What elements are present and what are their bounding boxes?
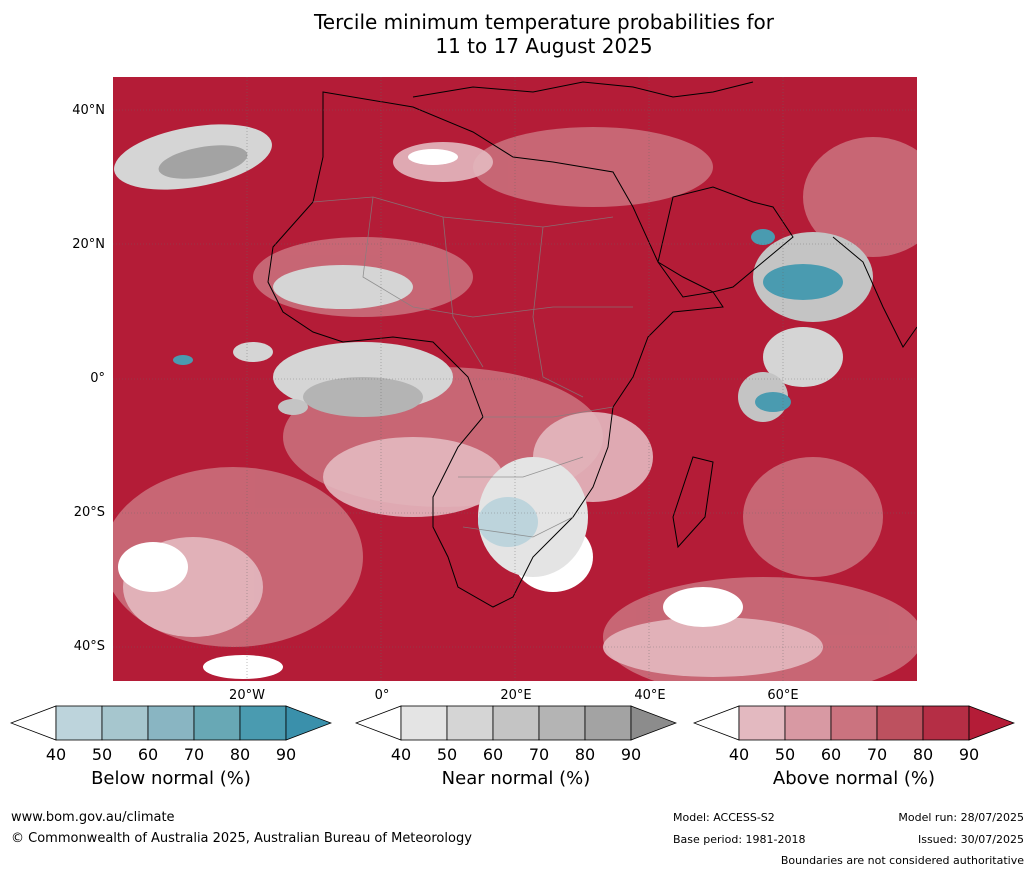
copyright-text: © Commonwealth of Australia 2025, Austra… (11, 831, 472, 846)
website-link[interactable]: www.bom.gov.au/climate (11, 810, 175, 825)
below-normal-colorbar-segment (239, 705, 287, 741)
near-normal-colorbar-under-arrow (355, 705, 402, 741)
above-normal-colorbar-segment (738, 705, 786, 741)
below-normal-colorbar-tick: 40 (45, 745, 67, 764)
above-normal-colorbar-tick: 80 (912, 745, 934, 764)
lat-label-0: 0° (90, 371, 105, 386)
below-normal-colorbar-segment (193, 705, 241, 741)
lat-label-40s: 40°S (73, 639, 105, 654)
above-normal-colorbar-tick: 40 (728, 745, 750, 764)
lon-label-20e: 20°E (500, 688, 532, 703)
below-normal-colorbar-tick: 90 (275, 745, 297, 764)
model-name: Model: ACCESS-S2 (673, 811, 775, 824)
lon-label-20w: 20°W (229, 688, 265, 703)
below-normal-colorbar-segment (147, 705, 195, 741)
below-normal-colorbar-segment (55, 705, 103, 741)
near-normal-colorbar-segment (492, 705, 540, 741)
near-normal-colorbar-segment (538, 705, 586, 741)
near-normal-colorbar-tick: 70 (528, 745, 550, 764)
lat-label-40n: 40°N (72, 103, 105, 118)
below-normal-colorbar-tick: 50 (91, 745, 113, 764)
base-period: Base period: 1981-2018 (673, 833, 806, 846)
lat-label-20s: 20°S (73, 505, 105, 520)
below-normal-colorbar-segment (101, 705, 149, 741)
near-normal-colorbar-over-arrow (630, 705, 677, 741)
lon-label-40e: 40°E (634, 688, 666, 703)
country-boundaries (312, 196, 633, 538)
model-run-date: Model run: 28/07/2025 (898, 811, 1024, 824)
above-normal-colorbar-over-arrow (968, 705, 1015, 741)
near-normal-colorbar-tick: 60 (482, 745, 504, 764)
above-normal-colorbar-label: Above normal (%) (772, 768, 936, 789)
above-normal-colorbar-tick: 60 (820, 745, 842, 764)
near-normal-colorbar (355, 705, 677, 741)
above-normal-colorbar-tick: 70 (866, 745, 888, 764)
lon-label-60e: 60°E (767, 688, 799, 703)
below-normal-colorbar-tick: 70 (183, 745, 205, 764)
boundaries-disclaimer: Boundaries are not considered authoritat… (780, 854, 1024, 867)
issued-date: Issued: 30/07/2025 (917, 833, 1024, 846)
above-normal-colorbar-segment (784, 705, 832, 741)
near-normal-colorbar-tick: 50 (436, 745, 458, 764)
above-normal-colorbar-tick: 50 (774, 745, 796, 764)
lon-label-0: 0° (374, 688, 390, 703)
near-normal-colorbar-tick: 80 (574, 745, 596, 764)
below-normal-colorbar-under-arrow (10, 705, 57, 741)
near-normal-colorbar-segment (400, 705, 448, 741)
near-normal-colorbar-tick: 40 (390, 745, 412, 764)
probability-map (113, 77, 917, 681)
below-normal-colorbar-label: Below normal (%) (91, 768, 251, 789)
above-normal-colorbar (693, 705, 1015, 741)
near-normal-colorbar-label: Near normal (%) (441, 768, 591, 789)
near-normal-colorbar-segment (446, 705, 494, 741)
map-title-line2: 11 to 17 August 2025 (435, 34, 653, 58)
coastlines (267, 81, 917, 608)
above-normal-colorbar-segment (876, 705, 924, 741)
above-normal-colorbar-segment (922, 705, 970, 741)
map-title-line1: Tercile minimum temperature probabilitie… (313, 10, 775, 34)
lat-label-20n: 20°N (72, 237, 105, 252)
above-normal-colorbar-segment (830, 705, 878, 741)
above-normal-colorbar-under-arrow (693, 705, 740, 741)
below-normal-colorbar-over-arrow (285, 705, 332, 741)
graticule (113, 77, 917, 681)
below-normal-colorbar (10, 705, 332, 741)
near-normal-colorbar-tick: 90 (620, 745, 642, 764)
below-normal-colorbar-tick: 60 (137, 745, 159, 764)
above-normal-colorbar-tick: 90 (958, 745, 980, 764)
near-normal-colorbar-segment (584, 705, 632, 741)
below-normal-colorbar-tick: 80 (229, 745, 251, 764)
